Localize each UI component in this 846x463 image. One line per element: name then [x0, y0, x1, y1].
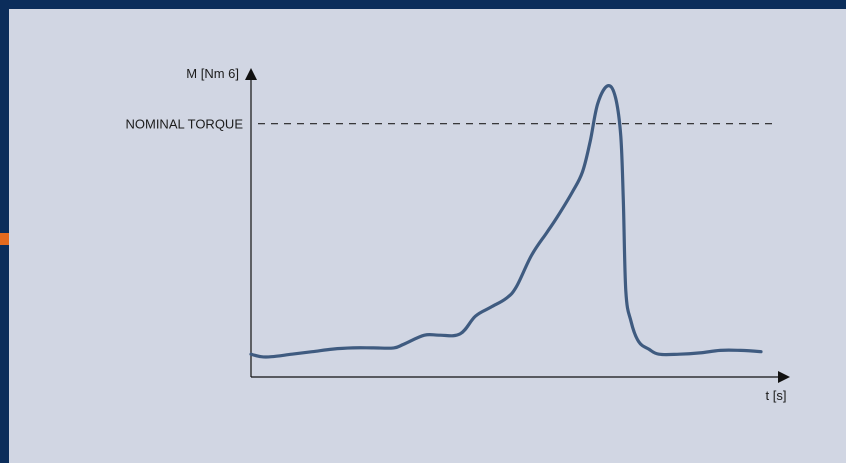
nominal-torque-label: NOMINAL TORQUE [125, 117, 243, 132]
y-axis-label: M [Nm 6] [186, 66, 239, 81]
x-axis-arrow [778, 371, 790, 383]
x-axis-label: t [s] [766, 388, 787, 403]
accent-bar [0, 233, 9, 245]
y-axis-arrow [245, 68, 257, 80]
chart-panel [9, 9, 846, 463]
torque-series-line [249, 84, 763, 359]
